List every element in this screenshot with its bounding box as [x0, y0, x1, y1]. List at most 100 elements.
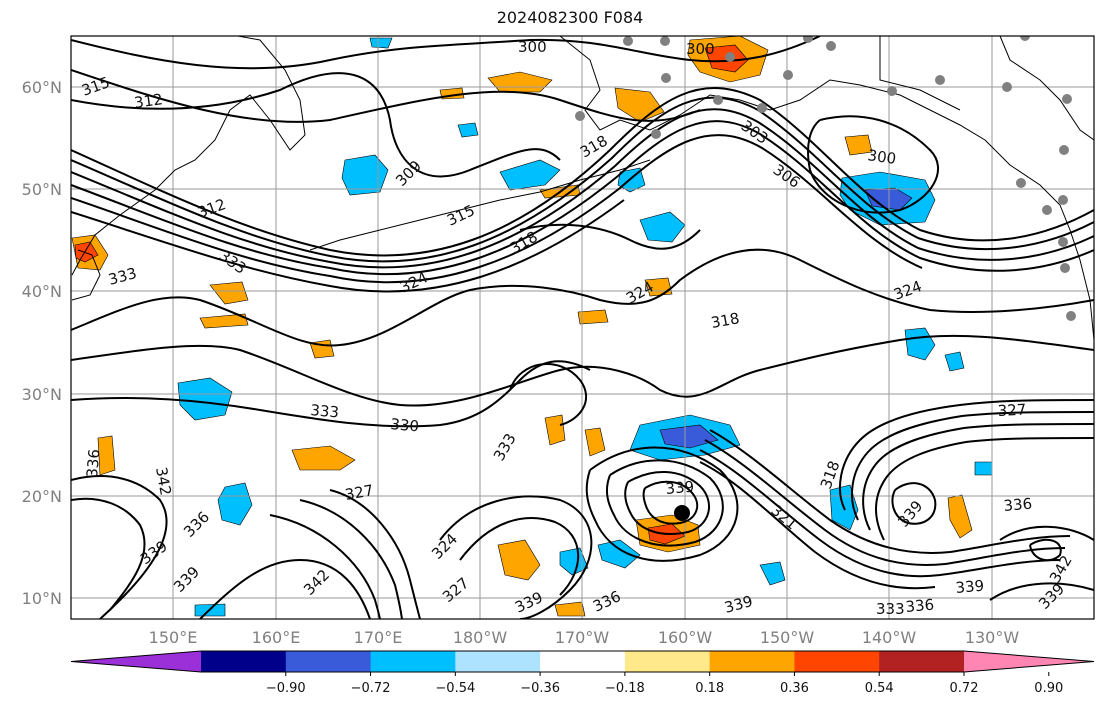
coastlines — [71, 36, 1094, 341]
contour-line — [71, 497, 146, 611]
contour-line — [642, 480, 699, 525]
contour-line — [891, 482, 937, 525]
contour-line — [605, 459, 724, 547]
contour-line — [509, 363, 587, 426]
station-dot-icon — [660, 36, 670, 46]
contour-label: 318 — [710, 309, 741, 332]
contour-line — [839, 399, 1094, 511]
station-dot-icon — [757, 103, 767, 113]
station-dot-icon — [887, 86, 897, 96]
station-dot-icon — [783, 70, 793, 80]
shade-orange-patch — [97, 435, 116, 476]
station-dot-icon — [713, 95, 723, 105]
station-dot-icon — [1016, 178, 1026, 188]
contour-label: 336 — [1003, 495, 1033, 515]
station-dot-icon — [1059, 145, 1069, 155]
coastline-aleutians — [309, 159, 651, 251]
lon-label: 160°W — [658, 628, 713, 647]
station-dot-icon — [1066, 311, 1076, 321]
shade-orange-patch — [497, 539, 541, 581]
contour-line — [699, 461, 936, 590]
longitude-labels: 150°E 160°E 170°E 180°W 170°W 160°W 150°… — [149, 628, 1020, 647]
colorbar-swatch — [540, 651, 626, 672]
contour-line — [71, 134, 923, 284]
contour-line — [269, 514, 381, 619]
contour-line — [851, 411, 1094, 521]
contour-label: 327 — [344, 481, 375, 504]
station-dot-icon — [803, 36, 813, 43]
contour-line — [329, 489, 421, 619]
colorbar-swatch — [879, 651, 965, 672]
colorbar-swatch — [794, 651, 880, 672]
colorbar-swatch — [709, 651, 795, 672]
contour-label: 312 — [133, 90, 164, 112]
contour-line — [519, 223, 701, 250]
contour-label: 333 — [310, 401, 340, 421]
shade-blue-patch — [597, 539, 641, 569]
contour-line — [199, 558, 371, 619]
lat-label: 20°N — [22, 487, 62, 506]
colorbar-swatch — [370, 651, 456, 672]
coastline-alaska-inland — [879, 36, 961, 111]
shade-orange-patch — [291, 445, 356, 471]
station-dot-icon — [661, 73, 671, 83]
contour-label: 300 — [686, 40, 715, 58]
colorbar-label: 0.18 — [695, 681, 724, 696]
shade-blue-patch — [369, 37, 393, 49]
colorbar-arrow-left — [71, 651, 201, 672]
contour-label: 336 — [905, 596, 935, 616]
station-dot-icon — [935, 75, 945, 85]
plot-frame — [70, 35, 1095, 620]
contour-line — [862, 423, 1094, 531]
colorbar-arrow-right — [964, 651, 1094, 672]
contour-line — [71, 36, 821, 70]
shade-blue-patch — [974, 461, 993, 476]
station-markers — [575, 36, 1076, 321]
contour-line — [999, 525, 1094, 541]
shade-orange-patch — [209, 281, 249, 305]
station-dot-icon — [826, 41, 836, 51]
lon-label: 140°W — [862, 628, 917, 647]
lon-label: 150°W — [760, 628, 815, 647]
colorbar-swatch — [455, 651, 541, 672]
contour-line — [71, 334, 1094, 407]
lon-label: 180°W — [453, 628, 508, 647]
contour-label: 300 — [866, 146, 897, 168]
lon-label: 160°E — [252, 628, 301, 647]
lat-label: 40°N — [22, 282, 62, 301]
station-dot-icon — [1062, 94, 1072, 104]
lon-label: 170°E — [354, 628, 403, 647]
contour-line — [71, 87, 1094, 257]
lat-label: 60°N — [22, 78, 62, 97]
contour-label: 300 — [518, 38, 547, 56]
station-dot-icon — [575, 111, 585, 121]
contour-line — [299, 499, 403, 619]
shade-orange-patch — [554, 601, 586, 617]
colorbar-label: 0.90 — [1034, 681, 1063, 696]
contour-label: 333 — [876, 600, 905, 618]
station-dot-icon — [1058, 237, 1068, 247]
station-dot-icon — [651, 129, 661, 139]
lat-label: 50°N — [22, 180, 62, 199]
contour-line — [875, 437, 1094, 541]
coastline-canada — [999, 36, 1094, 141]
shade-orange-patch — [584, 427, 606, 457]
coastline-kamchatka — [71, 36, 306, 276]
coastline-japan — [71, 249, 101, 301]
shade-blue-patch — [659, 424, 719, 449]
contour-line — [71, 248, 1094, 347]
station-dot-icon — [623, 36, 633, 46]
contour-line — [989, 582, 1094, 601]
colorbar-label: −0.36 — [520, 681, 560, 696]
lon-label: 170°W — [555, 628, 610, 647]
shade-blue-patch — [639, 211, 686, 243]
shade-blue-patch — [499, 159, 561, 191]
colorbar-label: −0.54 — [435, 681, 475, 696]
colorbar-label: 0.36 — [780, 681, 809, 696]
contour-line — [585, 446, 739, 562]
colorbar-label: 0.72 — [950, 681, 979, 696]
station-dot-icon — [1058, 195, 1068, 205]
contour-line — [71, 360, 591, 428]
colorbar-swatch — [624, 651, 711, 672]
